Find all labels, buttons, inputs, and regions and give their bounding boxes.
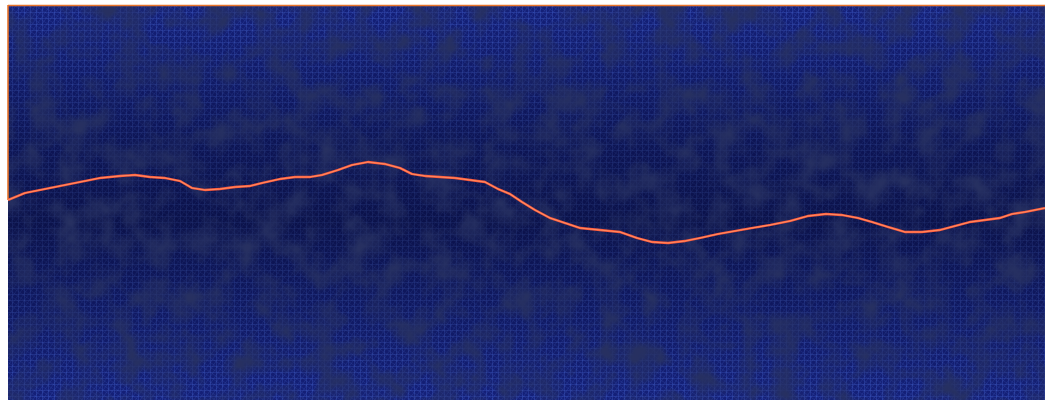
page: (() => { const data = JSON.parse(documen… xyxy=(0,0,1045,400)
mottle-texture xyxy=(8,5,1045,400)
mesh-image xyxy=(0,0,1045,400)
